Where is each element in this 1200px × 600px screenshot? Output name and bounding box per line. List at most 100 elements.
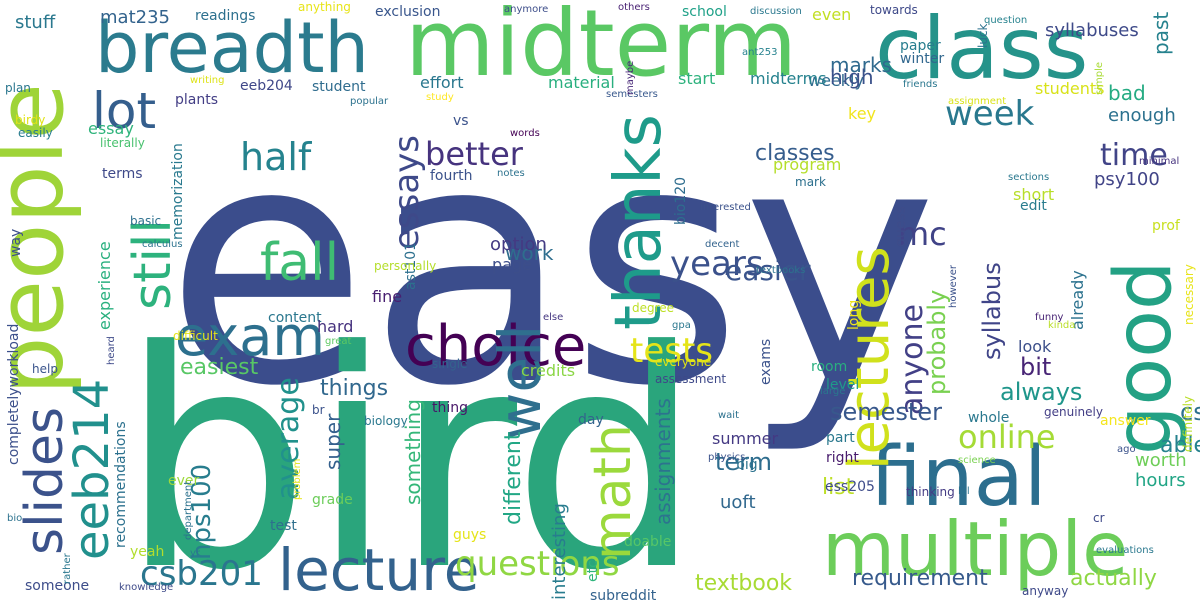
cloud-word: midterms [750, 69, 827, 88]
cloud-word: sections [1008, 172, 1049, 183]
cloud-word: math [583, 424, 643, 560]
cloud-word: physics [708, 452, 745, 463]
cloud-word: semester [830, 398, 942, 426]
cloud-word: anyway [1022, 584, 1068, 598]
cloud-word: look [1018, 337, 1052, 356]
cloud-word: weekly [808, 71, 864, 90]
cloud-word: always [1000, 378, 1082, 406]
cloud-word: long [846, 300, 862, 330]
cloud-word: average [271, 377, 306, 500]
cloud-word: others [618, 2, 650, 13]
cloud-word: anything [298, 0, 351, 14]
cloud-word: cr [1093, 511, 1105, 525]
cloud-word: even [812, 5, 851, 24]
cloud-word: different [501, 431, 526, 525]
cloud-word: friends [903, 79, 937, 90]
cloud-word: time [1100, 138, 1168, 173]
cloud-word: br [312, 403, 325, 417]
cloud-word: someone [25, 578, 89, 594]
cloud-word: multiple [822, 505, 1128, 593]
cloud-word: edit [1020, 198, 1047, 214]
cloud-word: credits [521, 361, 575, 380]
cloud-word: key [848, 104, 876, 123]
cloud-word: syllabuses [1045, 20, 1139, 41]
cloud-word: genuinely [1044, 405, 1103, 419]
cloud-word: week [945, 94, 1035, 134]
cloud-word: assignments [651, 398, 675, 525]
cloud-word: calculus [142, 239, 183, 250]
cloud-word: yr [190, 548, 201, 559]
cloud-word: textbooks [756, 265, 805, 276]
cloud-word: slides [15, 407, 75, 555]
cloud-word: great [325, 336, 352, 347]
cloud-word: effort [420, 73, 464, 92]
cloud-word: bio120 [673, 177, 689, 225]
cloud-word: ant253 [742, 47, 777, 58]
cloud-word: better [425, 135, 524, 173]
cloud-word: able [1160, 433, 1200, 458]
cloud-word: minimal [1139, 156, 1179, 167]
cloud-word: question [984, 15, 1027, 26]
cloud-word: term [715, 448, 772, 476]
cloud-word: fine [372, 287, 402, 306]
cloud-word: hard [317, 317, 353, 336]
cloud-word: lot [92, 82, 156, 140]
cloud-word: necessary [1182, 264, 1196, 325]
cloud-word: single [432, 357, 468, 371]
cloud-word: whole [968, 410, 1009, 426]
cloud-word: heard [106, 336, 117, 365]
cloud-word: discussion [750, 6, 802, 17]
cloud-word: exam [175, 305, 325, 368]
cloud-word: online [958, 418, 1056, 456]
cloud-word: problem [292, 459, 303, 500]
cloud-word: list [822, 475, 855, 500]
cloud-word: interested [700, 202, 751, 213]
cloud-word: hps100 [187, 464, 217, 560]
cloud-word: choice [405, 314, 586, 379]
cloud-word: still [123, 219, 183, 310]
cloud-word: right [826, 450, 859, 466]
cloud-word: marks [830, 53, 892, 77]
cloud-word: easier [725, 254, 811, 287]
cloud-word: biology [364, 414, 408, 428]
cloud-word: ess205 [825, 479, 875, 495]
cloud-word: psy100 [1094, 169, 1160, 190]
cloud-word: difficult [173, 329, 218, 343]
cloud-word: plants [175, 92, 218, 108]
cloud-word: textbook [695, 571, 792, 596]
cloud-word: summer [712, 429, 778, 448]
cloud-word: thing [432, 400, 468, 416]
cloud-word: plan [5, 81, 31, 95]
cloud-word: high [830, 65, 874, 89]
cloud-word: guys [453, 527, 486, 543]
cloud-word: worth [1135, 450, 1187, 471]
cloud-word: ever [168, 473, 200, 489]
cloud-word: classes [755, 141, 835, 166]
cloud-word: school [682, 4, 727, 20]
cloud-word: guess [893, 206, 909, 247]
cloud-word: hours [1135, 470, 1186, 491]
cloud-word: personally [374, 259, 436, 273]
cloud-word: program [773, 155, 841, 174]
cloud-word: essay [88, 119, 134, 138]
cloud-word: assessment [655, 372, 726, 386]
cloud-word: well [486, 325, 554, 440]
cloud-word: bio [7, 513, 22, 524]
cloud-word: yeah [130, 544, 164, 560]
cloud-word: room [811, 359, 847, 375]
cloud-word: etc [585, 560, 601, 582]
cloud-word: students [1035, 79, 1105, 98]
cloud-word: final [870, 430, 1047, 525]
cloud-word: answer [1100, 413, 1151, 429]
cloud-word: science [958, 455, 996, 466]
cloud-word: bit [1020, 353, 1051, 381]
cloud-word: eeb204 [240, 78, 293, 94]
cloud-word: doable [624, 534, 671, 550]
cloud-word: interesting [549, 503, 570, 600]
cloud-word: prof [1152, 218, 1181, 234]
cloud-word: decent [705, 239, 739, 250]
cloud-word: writing [190, 75, 224, 86]
cloud-word: towards [870, 3, 918, 17]
cloud-word: exams [758, 339, 774, 385]
